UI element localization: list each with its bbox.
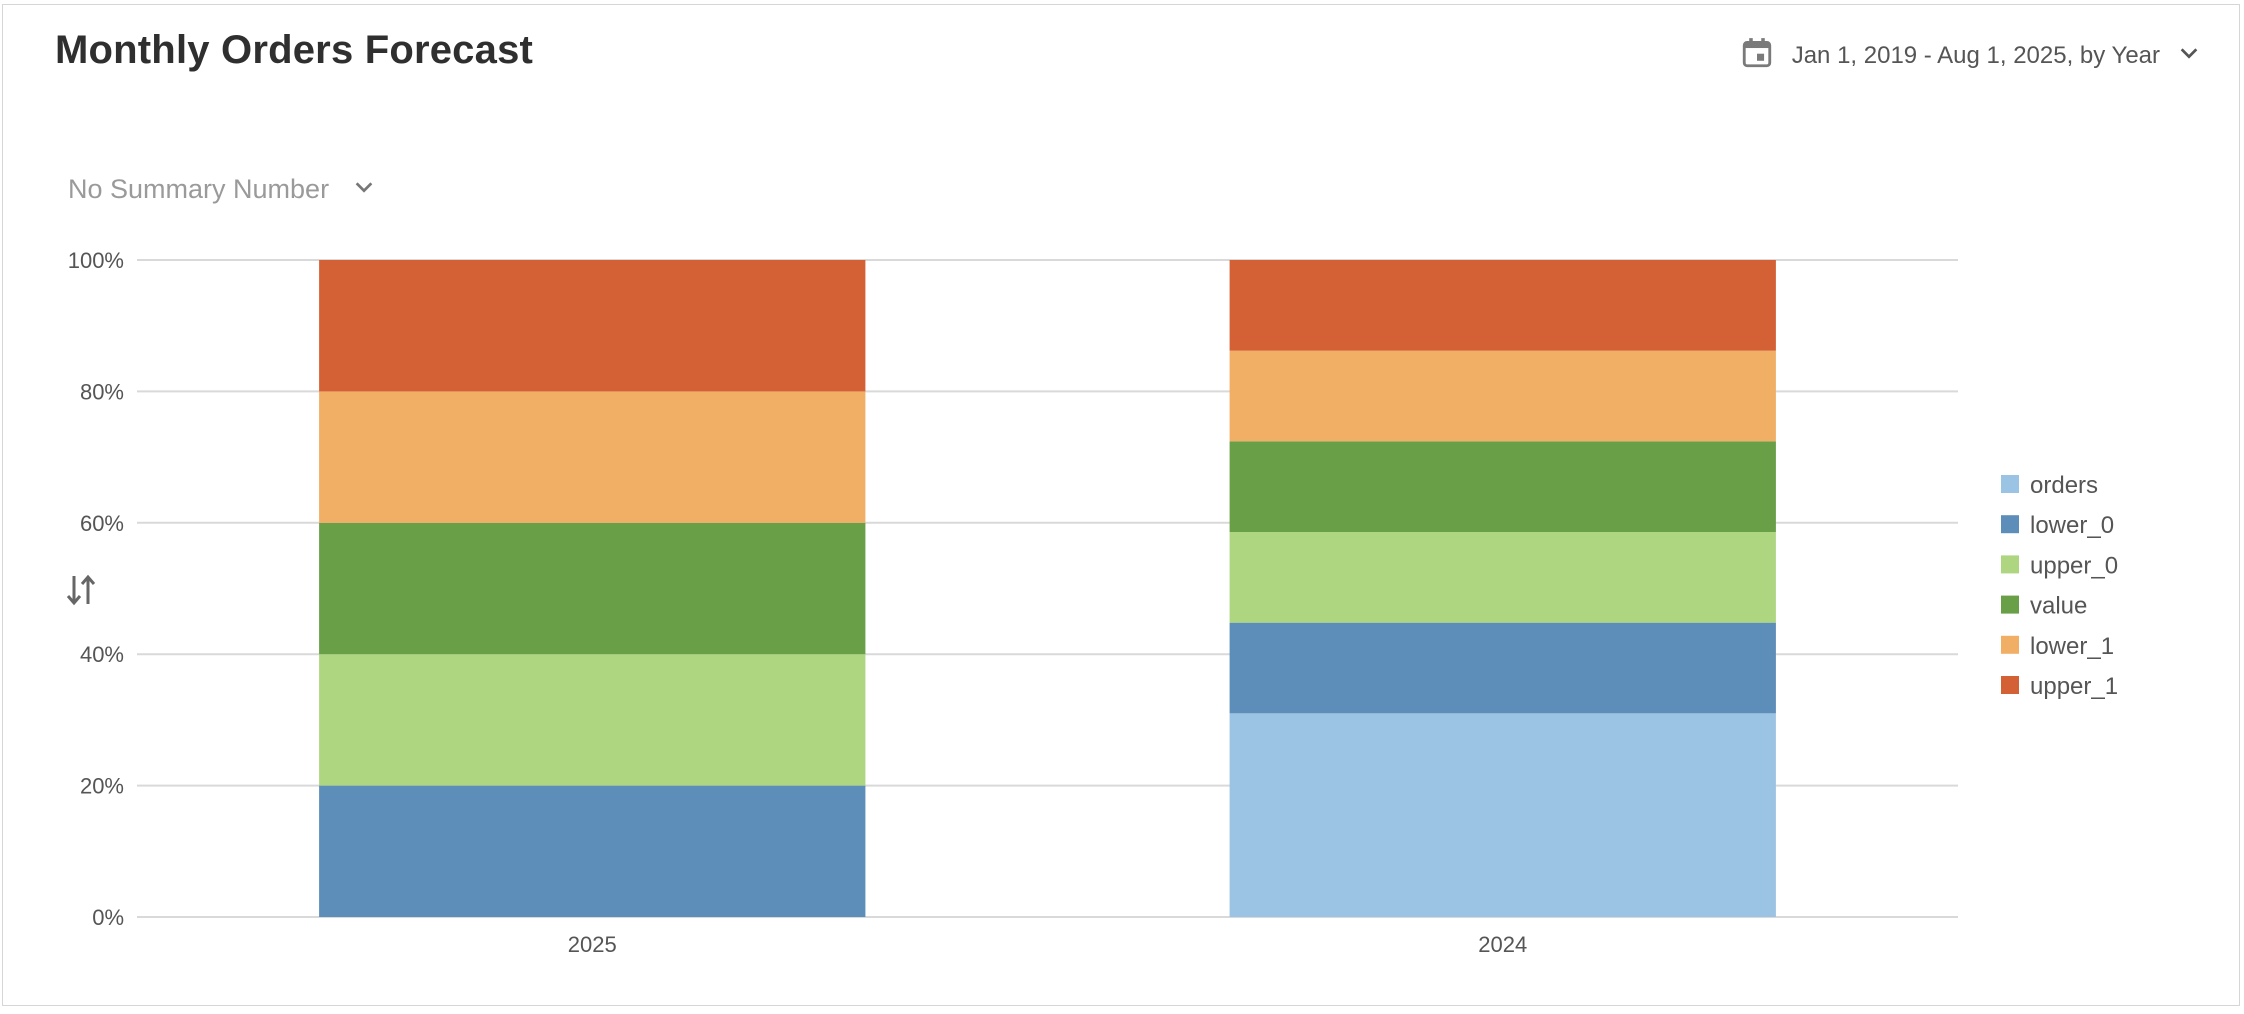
page-title: Monthly Orders Forecast	[55, 28, 534, 72]
calendar-icon	[1740, 36, 1774, 75]
date-range-text: Jan 1, 2019 - Aug 1, 2025, by Year	[1791, 41, 2160, 69]
chevron-down-icon	[2178, 42, 2200, 69]
sort-arrows-icon[interactable]	[64, 570, 98, 615]
chart-card	[2, 4, 2240, 1006]
chevron-down-icon	[353, 176, 375, 203]
date-range-selector[interactable]: Jan 1, 2019 - Aug 1, 2025, by Year	[1740, 36, 2200, 75]
summary-number-label: No Summary Number	[68, 174, 330, 204]
summary-number-selector[interactable]: No Summary Number	[68, 174, 375, 205]
